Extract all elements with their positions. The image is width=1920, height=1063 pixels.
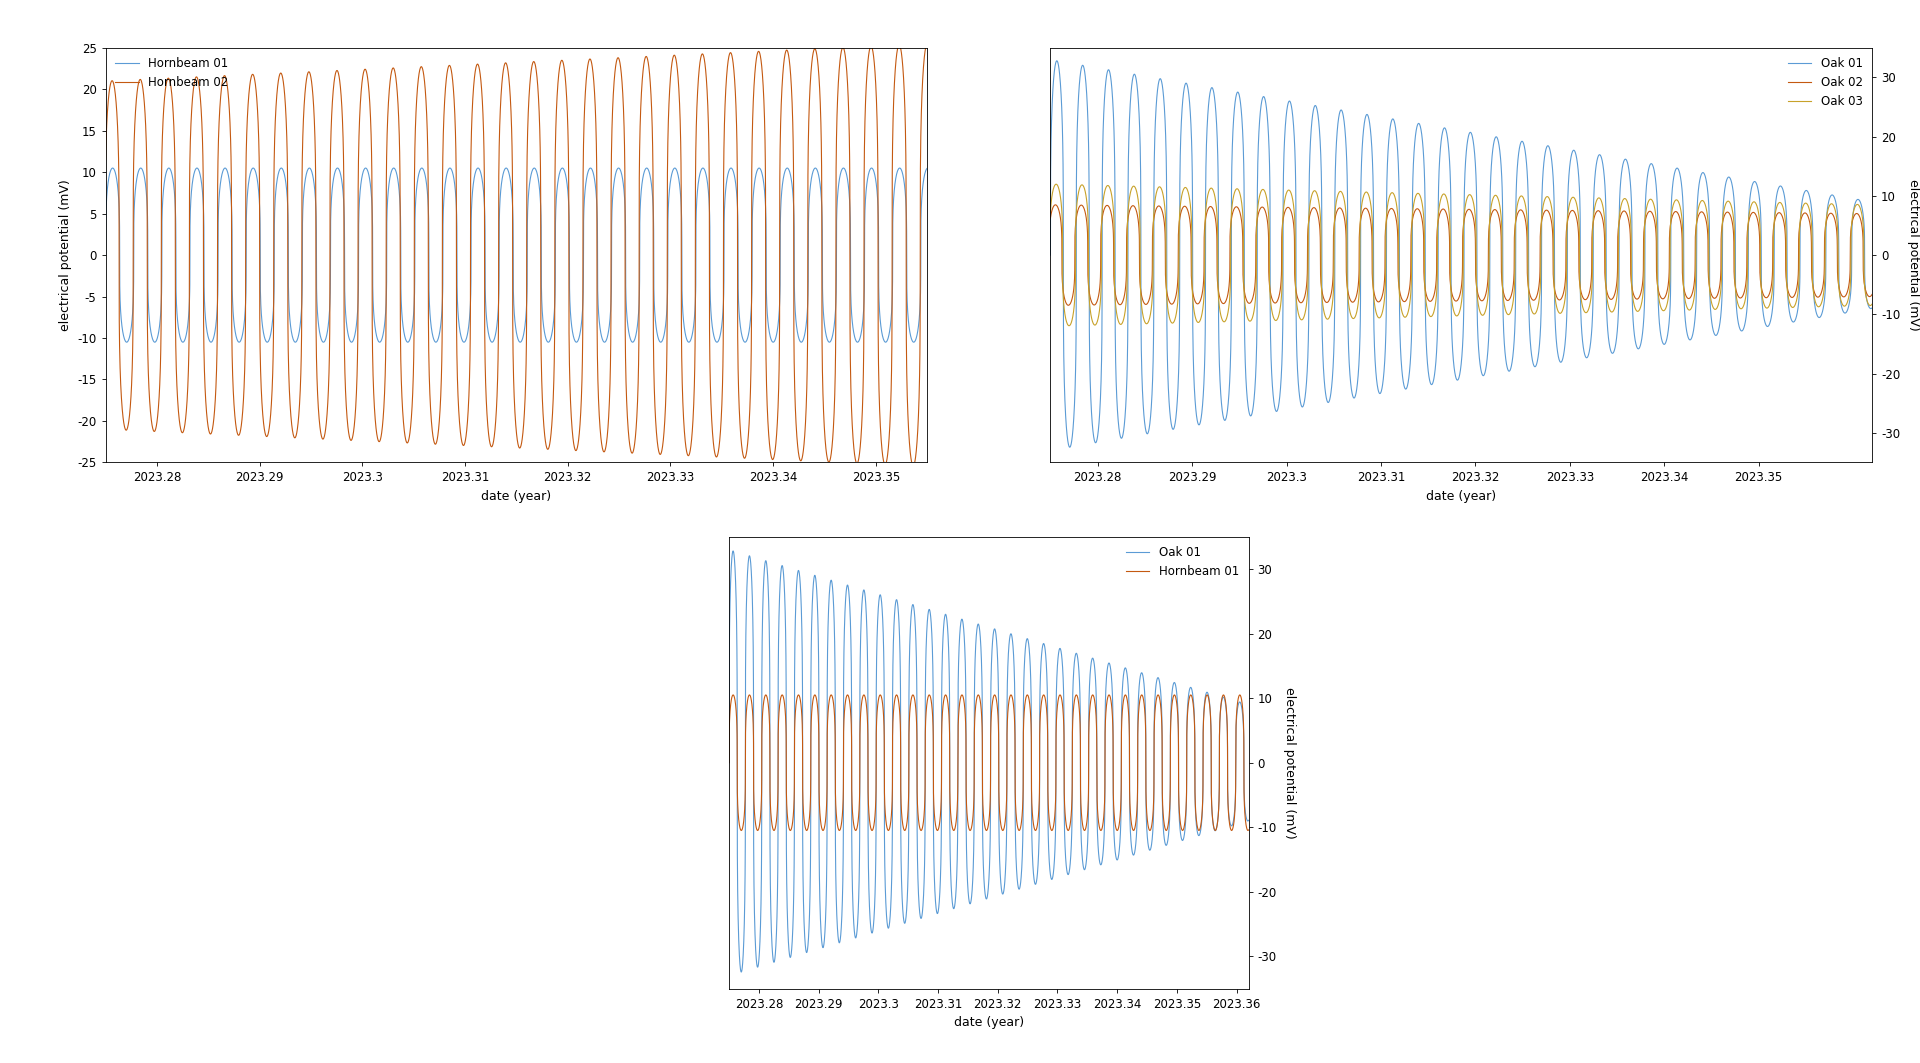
Hornbeam 01 — [616, 318, 639, 331]
Oak 01 — [906, 838, 929, 850]
Hornbeam 01 — [1025, 823, 1048, 836]
Hornbeam 01 — [392, 321, 415, 334]
Oak 03 — [1058, 319, 1081, 332]
Oak 01 — [1048, 643, 1071, 656]
Oak 03 — [1524, 304, 1548, 317]
Oak 03 — [1039, 205, 1062, 218]
Oak 01 — [1131, 667, 1154, 679]
Oak 01 — [718, 757, 741, 770]
Oak 02 — [1336, 286, 1359, 299]
Oak 02 — [1561, 204, 1584, 217]
Legend: Hornbeam 01, Hornbeam 02: Hornbeam 01, Hornbeam 02 — [111, 54, 232, 92]
Hornbeam 01 — [1041, 824, 1064, 837]
Oak 01 — [1692, 167, 1715, 180]
Oak 03 — [1044, 178, 1068, 190]
Hornbeam 01 — [718, 757, 741, 770]
Hornbeam 02 — [902, 459, 925, 472]
Oak 01 — [1860, 302, 1884, 315]
Oak 01 — [743, 934, 766, 947]
Hornbeam 01 — [1048, 690, 1071, 703]
Y-axis label: electrical potential (mV): electrical potential (mV) — [1283, 687, 1296, 839]
Oak 01 — [1044, 54, 1068, 67]
Y-axis label: electrical potential (mV): electrical potential (mV) — [60, 180, 71, 331]
Line: Oak 03: Oak 03 — [1050, 184, 1872, 325]
Hornbeam 01 — [94, 249, 117, 261]
X-axis label: date (year): date (year) — [954, 1016, 1023, 1029]
Hornbeam 02 — [94, 154, 117, 167]
Line: Hornbeam 01: Hornbeam 01 — [730, 695, 1248, 830]
Hornbeam 01 — [1102, 809, 1125, 822]
Line: Hornbeam 02: Hornbeam 02 — [106, 44, 927, 466]
Oak 03 — [1336, 292, 1359, 305]
Hornbeam 01 — [1131, 689, 1154, 702]
Y-axis label: electrical potential (mV): electrical potential (mV) — [1907, 180, 1920, 331]
Hornbeam 01 — [136, 195, 159, 207]
Oak 01 — [1081, 412, 1104, 425]
Hornbeam 02 — [580, 57, 603, 70]
Hornbeam 01 — [743, 814, 766, 827]
Line: Oak 01: Oak 01 — [1050, 61, 1872, 448]
Hornbeam 02 — [703, 446, 726, 459]
Oak 01 — [1561, 145, 1584, 157]
Hornbeam 01 — [144, 336, 167, 349]
Oak 03 — [1647, 297, 1670, 309]
Hornbeam 02 — [916, 37, 939, 50]
Oak 01 — [1336, 323, 1359, 336]
Oak 01 — [1647, 320, 1670, 333]
Oak 02 — [1056, 299, 1079, 311]
Oak 01 — [1102, 834, 1125, 847]
X-axis label: date (year): date (year) — [482, 490, 551, 503]
Line: Oak 01: Oak 01 — [730, 551, 1248, 972]
Legend: Oak 01, Oak 02, Oak 03: Oak 01, Oak 02, Oak 03 — [1784, 54, 1866, 112]
X-axis label: date (year): date (year) — [1427, 490, 1496, 503]
Hornbeam 01 — [747, 162, 770, 174]
Hornbeam 02 — [616, 414, 639, 426]
Oak 02 — [1692, 207, 1715, 220]
Oak 03 — [1561, 191, 1584, 204]
Hornbeam 01 — [916, 162, 939, 174]
Hornbeam 02 — [136, 165, 159, 178]
Line: Oak 02: Oak 02 — [1050, 205, 1872, 305]
Oak 02 — [1081, 297, 1104, 309]
Oak 01 — [1236, 814, 1260, 827]
Oak 02 — [1860, 288, 1884, 301]
Oak 01 — [1058, 441, 1081, 454]
Oak 01 — [1039, 249, 1062, 261]
Oak 01 — [730, 965, 753, 978]
Oak 02 — [1039, 212, 1062, 224]
Hornbeam 01 — [580, 163, 603, 175]
Hornbeam 01 — [1236, 824, 1260, 837]
Hornbeam 01 — [703, 333, 726, 345]
Hornbeam 02 — [747, 45, 770, 57]
Oak 01 — [722, 544, 745, 557]
Oak 03 — [1860, 298, 1884, 310]
Oak 02 — [1524, 290, 1548, 303]
Hornbeam 02 — [392, 410, 415, 423]
Line: Hornbeam 01: Hornbeam 01 — [106, 168, 927, 342]
Oak 03 — [1081, 314, 1104, 326]
Legend: Oak 01, Hornbeam 01: Oak 01, Hornbeam 01 — [1123, 543, 1242, 581]
Oak 03 — [1692, 195, 1715, 207]
Hornbeam 01 — [906, 786, 929, 798]
Hornbeam 01 — [889, 162, 912, 174]
Oak 01 — [1025, 875, 1048, 888]
Oak 02 — [1647, 289, 1670, 302]
Oak 01 — [1524, 357, 1548, 370]
Oak 02 — [1044, 199, 1068, 212]
Hornbeam 01 — [1179, 689, 1202, 702]
